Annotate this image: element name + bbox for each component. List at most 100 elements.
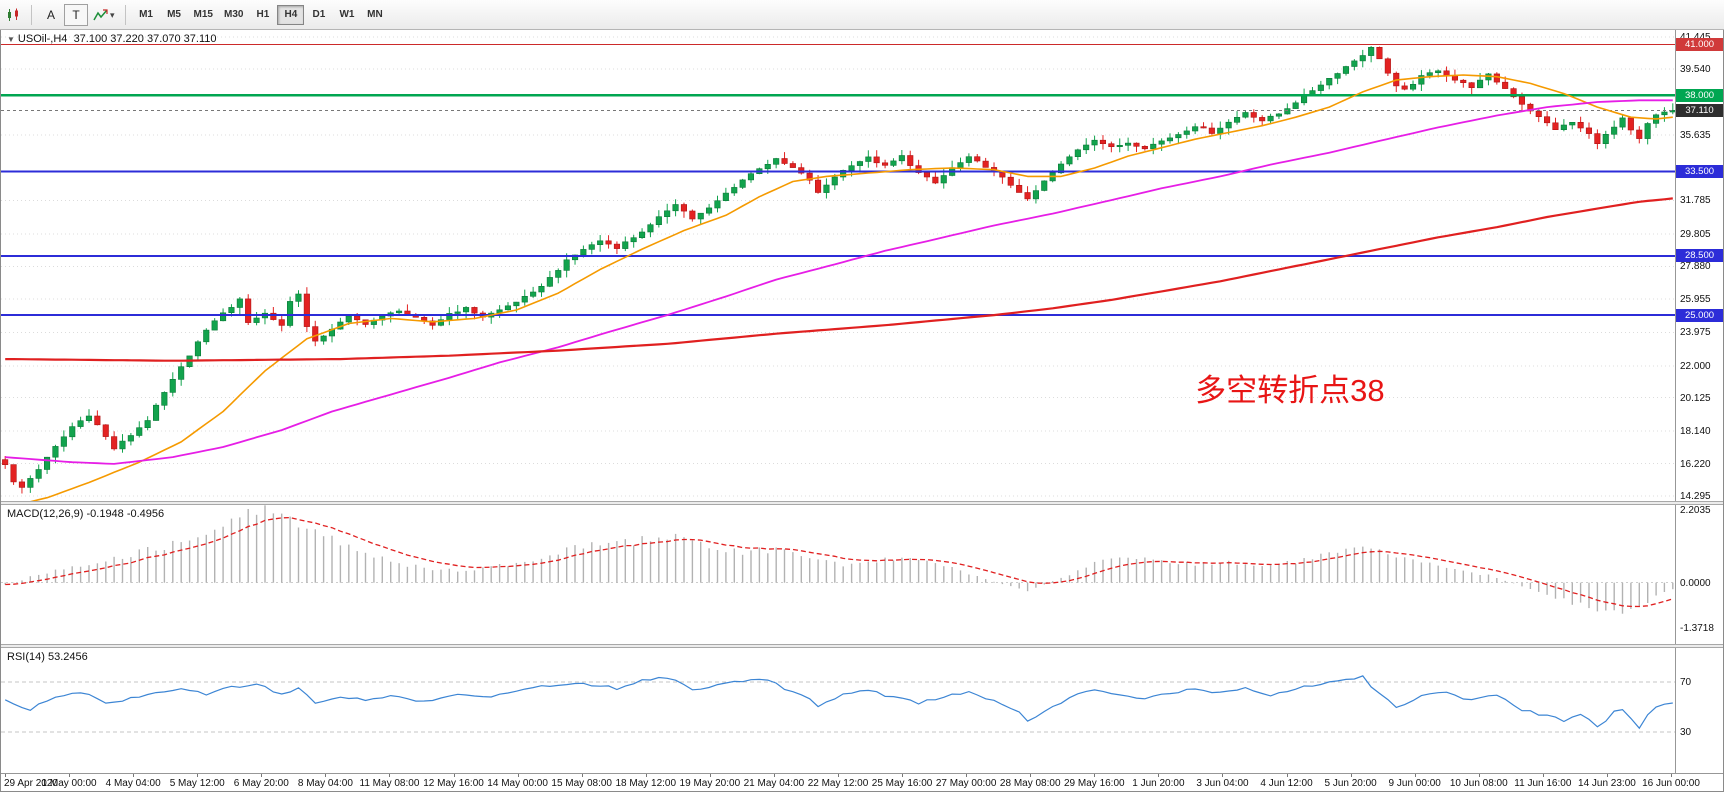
price-tick: 23.975	[1680, 327, 1711, 339]
price-axis[interactable]: 41.445 39.540 35.635 31.785 29.805 27.880 25.9…	[1675, 30, 1723, 501]
macd-tick: 2.2035	[1680, 505, 1711, 516]
price-badge-support: 33.500	[1676, 164, 1723, 178]
macd-axis[interactable]: 2.2035 0.0000 -1.3718	[1675, 505, 1723, 644]
price-tick: 27.880	[1680, 261, 1711, 273]
time-label: 11 Jun 16:00	[1514, 778, 1572, 789]
price-badge-support: 25.000	[1676, 308, 1723, 322]
macd-label: MACD(12,26,9)	[7, 508, 84, 520]
time-tick	[1350, 774, 1352, 777]
price-tick: 41.445	[1680, 32, 1711, 43]
toolbar-separator	[124, 4, 126, 25]
chart-stack: ▼ USOil-,H4 37.100 37.220 37.070 37.110 多…	[0, 30, 1724, 792]
time-tick	[517, 774, 519, 777]
time-label: 29 May 16:00	[1063, 778, 1125, 789]
tool-button-t[interactable]: T	[64, 3, 88, 26]
time-label: 11 May 08:00	[359, 778, 420, 789]
price-badge-resistance: 41.000	[1676, 38, 1723, 52]
time-axis[interactable]: 29 Apr 2020 1 May 00:00 4 May 04:00 5 May 1…	[1, 773, 1723, 791]
price-tick: 20.125	[1680, 392, 1711, 404]
time-tick	[1030, 774, 1032, 777]
rsi-plot[interactable]	[1, 648, 1677, 773]
time-label: 4 May 04:00	[105, 778, 161, 789]
time-label: 12 May 16:00	[423, 778, 484, 789]
time-tick	[1542, 774, 1544, 777]
time-label: 14 May 00:00	[487, 778, 548, 789]
timeframe-button-h4[interactable]: H4	[277, 4, 305, 25]
time-tick	[1286, 774, 1288, 777]
time-label: 9 Jun 00:00	[1388, 778, 1441, 789]
time-tick	[1094, 774, 1096, 777]
time-tick	[1606, 774, 1608, 777]
time-label: 8 May 04:00	[297, 778, 353, 789]
time-label: 16 Jun 00:00	[1642, 778, 1700, 789]
chevron-down-icon: ▾	[110, 9, 115, 20]
time-tick	[1158, 774, 1160, 777]
price-tick: 18.140	[1680, 426, 1711, 438]
price-tick: 31.785	[1680, 195, 1711, 207]
timeframe-button-mn[interactable]: MN	[361, 5, 388, 25]
timeframe-button-m5[interactable]: M5	[161, 5, 188, 25]
time-label: 10 Jun 08:00	[1449, 778, 1508, 789]
rsi-axis[interactable]: 70 30	[1675, 648, 1723, 773]
price-tick: 22.000	[1680, 360, 1711, 372]
time-label: 1 May 00:00	[41, 778, 97, 789]
chart-annotation-text[interactable]: 多空转折点38	[1195, 372, 1385, 408]
main-chart-panel: ▼ USOil-,H4 37.100 37.220 37.070 37.110 多…	[1, 30, 1723, 501]
price-badge-current: 37.110	[1676, 103, 1723, 117]
time-tick	[1478, 774, 1480, 777]
chart-ohlc-values: 37.100 37.220 37.070 37.110	[73, 33, 217, 45]
timeframe-group: M1 M5 M15 M30 H1 H4 D1 W1 MN	[133, 4, 389, 25]
chart-title-arrow-icon[interactable]: ▼	[7, 35, 15, 44]
price-tick: 16.220	[1680, 458, 1711, 470]
price-tick: 39.540	[1680, 64, 1711, 76]
rsi-tick: 70	[1680, 677, 1692, 688]
time-label: 18 May 12:00	[615, 778, 677, 789]
price-badge-support: 28.500	[1676, 249, 1723, 263]
rsi-title: RSI(14) 53.2456	[7, 651, 88, 663]
timeframe-button-w1[interactable]: W1	[333, 5, 360, 25]
indicators-dropdown[interactable]: ▾	[90, 4, 118, 26]
time-tick	[1414, 774, 1416, 777]
candlestick-glyph	[8, 8, 18, 21]
timeframe-button-h1[interactable]: H1	[249, 5, 276, 25]
time-label: 15 May 08:00	[551, 778, 612, 789]
rsi-value: 53.2456	[47, 651, 88, 663]
time-label: 1 Jun 20:00	[1132, 778, 1185, 789]
panel-splitter[interactable]	[1, 501, 1723, 505]
time-label: 21 May 04:00	[743, 778, 805, 789]
macd-title: MACD(12,26,9) -0.1948 -0.4956	[7, 508, 164, 520]
tool-button-a[interactable]: A	[39, 4, 63, 26]
rsi-tick: 30	[1680, 727, 1692, 738]
time-label: 5 May 12:00	[169, 778, 225, 789]
time-tick	[966, 774, 968, 777]
time-label: 3 Jun 04:00	[1196, 778, 1249, 789]
timeframe-button-m15[interactable]: M15	[189, 5, 218, 25]
main-chart-plot[interactable]	[1, 30, 1677, 501]
time-label: 25 May 16:00	[871, 778, 933, 789]
rsi-panel: RSI(14) 53.2456 70 30	[1, 648, 1723, 773]
time-tick	[325, 774, 327, 777]
time-tick	[133, 774, 135, 777]
time-tick	[5, 774, 6, 777]
time-label: 5 Jun 20:00	[1324, 778, 1377, 789]
time-tick	[838, 774, 839, 777]
panel-splitter[interactable]	[1, 644, 1723, 648]
time-label: 4 Jun 12:00	[1260, 778, 1313, 789]
timeframe-button-m30[interactable]: M30	[219, 5, 248, 25]
time-label: 28 May 08:00	[999, 778, 1061, 789]
time-tick	[902, 774, 904, 777]
time-label: 22 May 12:00	[807, 778, 869, 789]
time-tick	[1222, 774, 1224, 777]
macd-plot[interactable]	[1, 505, 1677, 644]
time-label: 19 May 20:00	[679, 778, 741, 789]
rsi-label: RSI(14)	[7, 651, 45, 663]
timeframe-button-m1[interactable]: M1	[133, 5, 160, 25]
chart-icon[interactable]	[4, 4, 24, 26]
timeframe-button-d1[interactable]: D1	[305, 5, 332, 25]
time-tick	[645, 774, 647, 777]
time-label: 14 Jun 23:00	[1578, 778, 1636, 789]
macd-panel: MACD(12,26,9) -0.1948 -0.4956 2.2035 0.00…	[1, 505, 1723, 644]
price-tick: 29.805	[1680, 228, 1711, 240]
time-tick	[69, 774, 71, 777]
